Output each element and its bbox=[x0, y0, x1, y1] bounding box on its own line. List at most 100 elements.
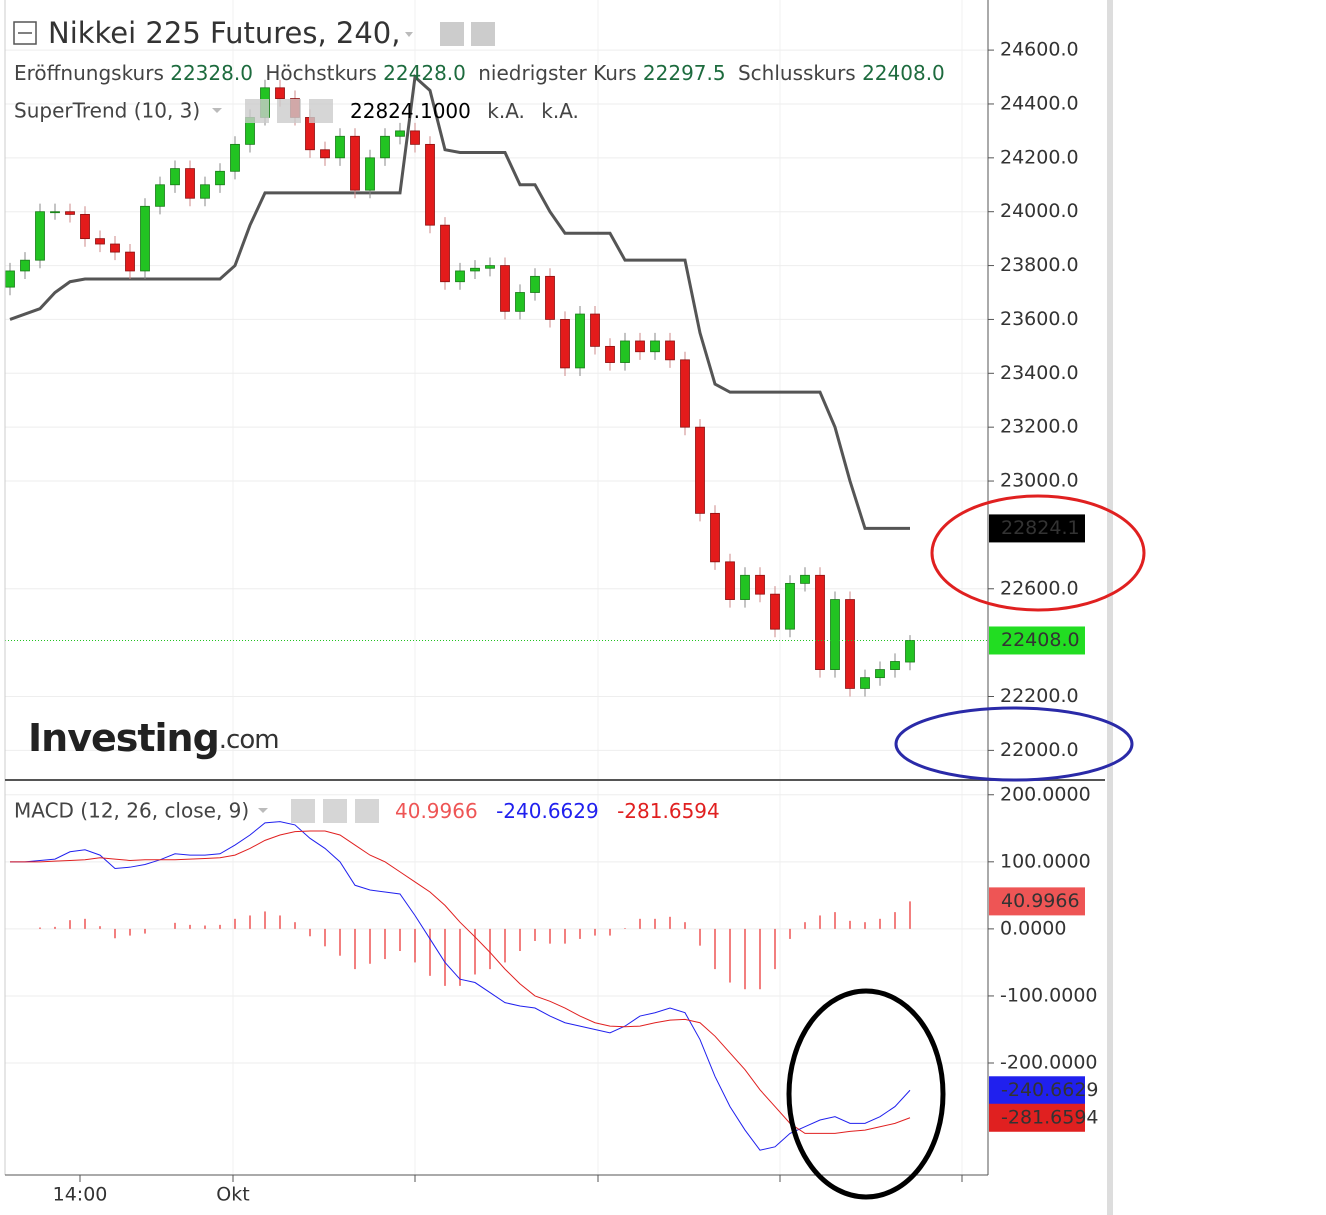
candle-body bbox=[845, 599, 855, 689]
macd-legend-value: -240.6629 bbox=[496, 799, 599, 823]
settings-button[interactable] bbox=[471, 22, 495, 46]
macd-line bbox=[10, 830, 911, 1134]
legend-value: 22328.0 bbox=[170, 61, 253, 85]
candle-body bbox=[455, 270, 465, 283]
x-tick-label: Okt bbox=[216, 1184, 249, 1206]
annotation-circle bbox=[894, 706, 1134, 782]
candle-body bbox=[545, 275, 555, 320]
candle-body bbox=[170, 168, 180, 186]
candle-body bbox=[215, 170, 225, 186]
y-tick-label: 100.0000 bbox=[1000, 850, 1091, 872]
eye-button[interactable] bbox=[291, 799, 315, 823]
y-tick-label: 23200.0 bbox=[1000, 416, 1079, 438]
legend-name: Schlusskurs bbox=[738, 61, 856, 85]
candle-body bbox=[275, 87, 285, 99]
candle-body bbox=[155, 184, 165, 207]
x-tick-label: 14:00 bbox=[53, 1184, 108, 1206]
candle-body bbox=[710, 512, 720, 563]
candle-body bbox=[125, 251, 135, 272]
candle-body bbox=[230, 143, 240, 172]
collapse-button[interactable] bbox=[13, 21, 37, 45]
y-tick-label: 200.0000 bbox=[1000, 783, 1091, 805]
chart-title: Nikkei 225 Futures, 240, bbox=[48, 16, 400, 50]
dropdown[interactable] bbox=[405, 32, 413, 37]
candle-body bbox=[695, 426, 705, 514]
candle-body bbox=[515, 292, 525, 312]
y-tick-label: 23800.0 bbox=[1000, 254, 1079, 276]
legend-value: 22408.0 bbox=[862, 61, 945, 85]
candle-body bbox=[20, 259, 30, 272]
candle-body bbox=[890, 661, 900, 670]
y-tick-label: 22200.0 bbox=[1000, 685, 1079, 707]
price-badge-label: -240.6629 bbox=[1001, 1079, 1099, 1101]
legend-name: niedrigster Kurs bbox=[478, 61, 636, 85]
candle-body bbox=[725, 561, 735, 600]
y-tick-label: 22600.0 bbox=[1000, 577, 1079, 599]
y-tick-label: 24600.0 bbox=[1000, 39, 1079, 61]
y-tick-label: 23000.0 bbox=[1000, 470, 1079, 492]
candle-body bbox=[905, 640, 915, 663]
y-tick-label: 22000.0 bbox=[1000, 739, 1079, 761]
candle-body bbox=[335, 135, 345, 159]
grid bbox=[5, 0, 994, 1175]
y-tick-label: 23600.0 bbox=[1000, 308, 1079, 330]
candle-body bbox=[605, 345, 615, 363]
annotation-circle bbox=[930, 494, 1146, 612]
legend-name: Eröffnungskurs bbox=[14, 61, 164, 85]
candle-body bbox=[200, 184, 210, 199]
settings-button[interactable] bbox=[277, 99, 301, 123]
remove-button[interactable] bbox=[355, 799, 379, 823]
candle-body bbox=[740, 574, 750, 600]
candle-body bbox=[650, 340, 660, 353]
price-badge bbox=[989, 887, 1085, 916]
candle-body bbox=[635, 340, 645, 353]
candle-body bbox=[470, 267, 480, 272]
candle-body bbox=[755, 574, 765, 595]
price-badge-label: 40.9966 bbox=[1001, 890, 1080, 912]
remove-button[interactable] bbox=[309, 99, 333, 123]
dropdown[interactable] bbox=[212, 108, 222, 113]
eye-button[interactable] bbox=[440, 22, 464, 46]
candle-body bbox=[350, 135, 360, 191]
y-tick-label: 24200.0 bbox=[1000, 146, 1079, 168]
candle-body bbox=[320, 149, 330, 159]
y-tick-label: 24400.0 bbox=[1000, 92, 1079, 114]
candle-body bbox=[35, 211, 45, 261]
marks bbox=[5, 74, 988, 1151]
candle-body bbox=[500, 265, 510, 312]
candle-body bbox=[860, 677, 870, 689]
candle-body bbox=[95, 238, 105, 245]
candle-body bbox=[680, 359, 690, 428]
candle-body bbox=[665, 340, 675, 361]
candle-body bbox=[815, 574, 825, 670]
candle-body bbox=[65, 211, 75, 215]
candle-body bbox=[50, 211, 60, 214]
price-badge-label: -281.6594 bbox=[1001, 1106, 1099, 1128]
candle-body bbox=[800, 574, 810, 584]
price-badge bbox=[989, 1076, 1085, 1105]
candle-body bbox=[485, 265, 495, 269]
candle-body bbox=[425, 143, 435, 226]
supertrend-line bbox=[9, 74, 910, 530]
indicator-extra: k.A. bbox=[487, 99, 525, 123]
dropdown[interactable] bbox=[258, 808, 268, 813]
y-tick-label: -200.0000 bbox=[1000, 1052, 1098, 1074]
indicator-name: SuperTrend (10, 3) bbox=[14, 99, 200, 123]
indicator-extra: k.A. bbox=[541, 99, 579, 123]
settings-button[interactable] bbox=[323, 799, 347, 823]
candle-body bbox=[620, 340, 630, 363]
candle-body bbox=[410, 130, 420, 145]
legend-name: Höchstkurs bbox=[265, 61, 377, 85]
eye-button[interactable] bbox=[245, 99, 269, 123]
price-badge-label: 22408.0 bbox=[1001, 629, 1080, 651]
candle-body bbox=[80, 213, 90, 240]
ohlc-legend: Eröffnungskurs 22328.0 Höchstkurs 22428.… bbox=[14, 61, 945, 85]
candle-body bbox=[395, 130, 405, 137]
candle-body bbox=[560, 319, 570, 369]
macd-legend: 40.9966 -240.6629 -281.6594 bbox=[395, 799, 720, 823]
candle-body bbox=[530, 275, 540, 293]
candle-body bbox=[5, 270, 15, 288]
candle-body bbox=[875, 669, 885, 679]
